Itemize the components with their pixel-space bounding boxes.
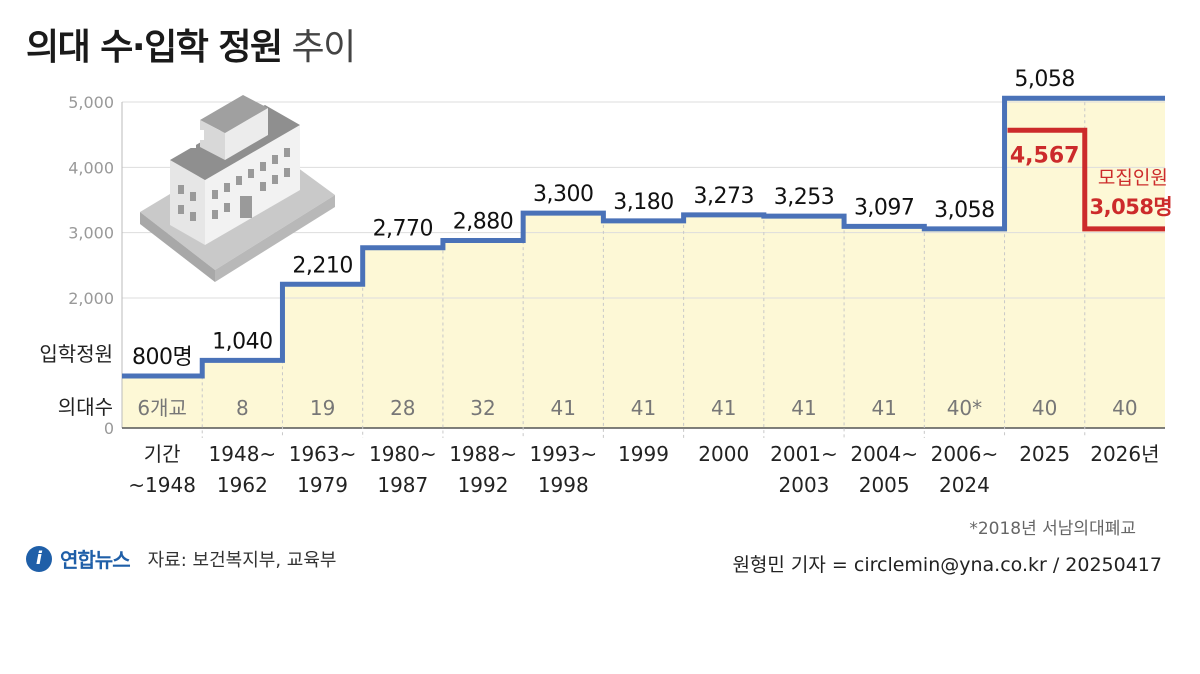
period-label-line2: 2005 <box>859 473 910 497</box>
area-fill-layer <box>122 98 1165 429</box>
period-label: 1993~ <box>529 442 597 466</box>
period-label: 1999 <box>618 442 669 466</box>
chart-title-main: 의대 수·입학 정원 <box>26 27 283 68</box>
period-label: 1963~ <box>289 442 357 466</box>
quota-step-line <box>122 95 1165 379</box>
school-count-label: 28 <box>390 396 415 420</box>
school-count-label: 6개교 <box>137 396 187 420</box>
value-label: 800명 <box>132 345 192 370</box>
period-label: 기간 <box>144 442 181 466</box>
period-label: 2006~ <box>931 442 999 466</box>
period-label-line2: 1992 <box>458 473 509 497</box>
value-label: 3,097 <box>854 195 914 220</box>
logo-text: 연합뉴스 <box>60 548 131 572</box>
chart-title-sub: 추이 <box>291 27 357 68</box>
recruitment-step-line <box>1007 127 1165 232</box>
value-label: 3,180 <box>613 190 673 215</box>
period-label: 2026년 <box>1090 442 1159 466</box>
school-count-label: 19 <box>310 396 335 420</box>
school-count-label: 41 <box>551 396 576 420</box>
school-count-label: 40* <box>947 396 982 420</box>
period-label-line2: ~1948 <box>128 473 196 497</box>
y-tick-label: 2,000 <box>68 289 114 308</box>
y-tick-label: 4,000 <box>68 158 114 177</box>
value-label: 2,770 <box>373 217 433 242</box>
school-count-label: 41 <box>631 396 656 420</box>
value-label: 2,210 <box>292 253 352 278</box>
value-label: 3,058 <box>934 198 994 223</box>
period-label-line2: 2024 <box>939 473 990 497</box>
yonhap-logo-icon: i <box>26 545 52 572</box>
period-label: 1948~ <box>209 442 277 466</box>
credit-line: 원형민 기자 = circlemin@yna.co.kr / 20250417 <box>732 554 1162 576</box>
value-labels: 800명 1,040 2,210 2,770 2,880 3,300 3,180 3,273 3… <box>132 67 1173 370</box>
period-label: 2001~ <box>770 442 838 466</box>
period-label: 2004~ <box>850 442 918 466</box>
y-tick-label: 5,000 <box>68 93 114 112</box>
period-label: 2025 <box>1019 442 1070 466</box>
source-block: i 연합뉴스 자료: 보건복지부, 교육부 <box>26 544 336 573</box>
value-label: 3,273 <box>693 184 753 209</box>
school-count-label: 40 <box>1112 396 1137 420</box>
period-label: 1988~ <box>449 442 517 466</box>
period-label: 1980~ <box>369 442 437 466</box>
footnote: *2018년 서남의대폐교 <box>969 519 1136 539</box>
period-label-line2: 2003 <box>779 473 830 497</box>
y-tick-label: 3,000 <box>68 224 114 243</box>
recruitment-series-label: 모집인원 <box>1098 167 1168 189</box>
school-count-label: 32 <box>470 396 495 420</box>
row-label-schools: 의대수 <box>58 395 113 419</box>
school-count-label: 41 <box>871 396 896 420</box>
area-fill <box>122 98 1165 429</box>
y-tick-label: 0 <box>104 419 114 438</box>
value-label: 5,058 <box>1014 67 1074 92</box>
row-label-quota: 입학정원 <box>39 342 113 366</box>
value-label: 3,300 <box>533 182 593 207</box>
period-label-line2: 1979 <box>297 473 348 497</box>
quota-line-layer <box>122 95 1165 379</box>
school-count-label: 8 <box>236 396 249 420</box>
value-label: 3,253 <box>774 185 834 210</box>
recruitment-value-label: 3,058명 <box>1090 195 1173 219</box>
period-label-line2: 1987 <box>377 473 428 497</box>
school-count-label: 40 <box>1032 396 1057 420</box>
school-count-label: 41 <box>711 396 736 420</box>
school-count-label: 41 <box>791 396 816 420</box>
value-label: 1,040 <box>212 329 272 354</box>
period-label-line2: 1998 <box>538 473 589 497</box>
recruitment-value-label: 4,567 <box>1010 143 1080 168</box>
source-text: 자료: 보건복지부, 교육부 <box>147 549 337 571</box>
period-label-line2: 1962 <box>217 473 268 497</box>
value-label: 2,880 <box>453 210 513 235</box>
period-label: 2000 <box>698 442 749 466</box>
hospital-building-icon <box>140 95 335 282</box>
chart-title: 의대 수·입학 정원 추이 <box>26 18 357 70</box>
